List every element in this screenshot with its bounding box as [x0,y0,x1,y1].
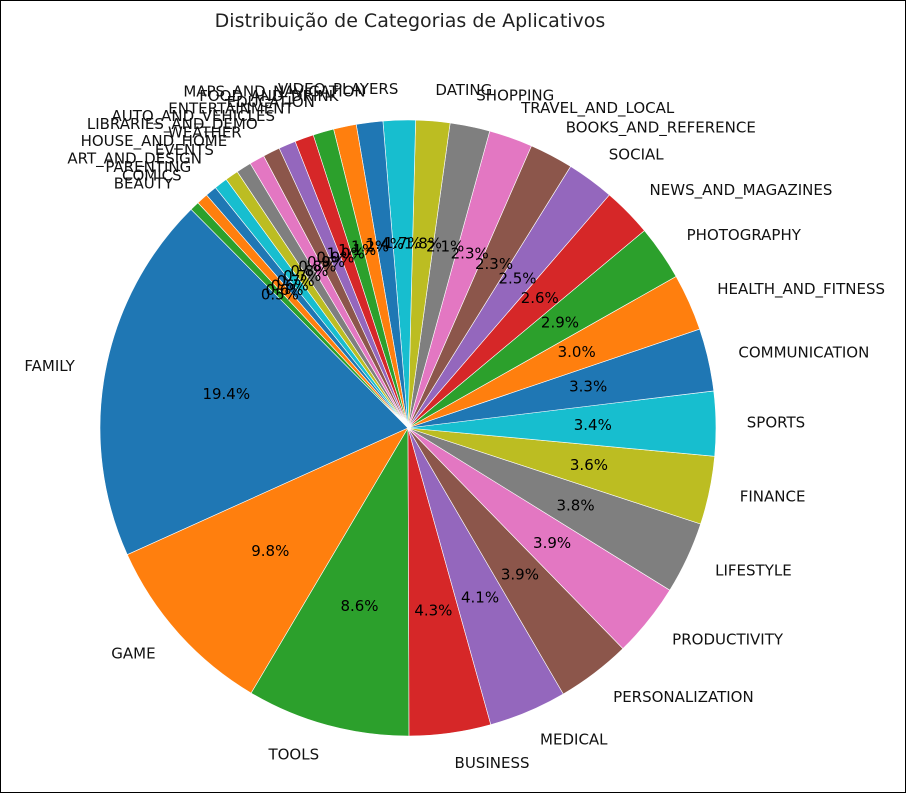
slice-percent-health-and-fitness: 3.0% [558,343,596,361]
pie-category-labels: BEAUTY FAMILY GAME TOOLS BUSINESS MEDICAL PERS… [24,80,885,772]
pie-slice-family [99,208,409,556]
slice-label-personalization: PERSONALIZATION [613,688,754,706]
pie-percent-labels: 0.5%19.4%9.8%8.6% 4.3%4.1%3.9%3.9%3.8%3.6… [202,234,611,620]
slice-percent-photography: 2.9% [541,313,579,331]
slice-percent-education: 1.1% [338,241,376,259]
pie-slice-game [126,427,409,694]
slice-label-house-and-home: HOUSE_AND_HOME [81,132,228,151]
slice-label-finance: FINANCE [740,487,806,505]
slice-label-maps-and-navigation: MAPS_AND_NAVIGATION [183,82,365,101]
slice-label-photography: PHOTOGRAPHY [687,226,802,244]
slice-percent-art-and-design: 0.7% [277,272,315,290]
slice-label-game: GAME [111,644,155,662]
slice-percent-house-and-home: 0.8% [290,262,328,280]
slice-percent-productivity: 3.9% [533,534,571,552]
slice-percent-beauty: 0.5% [261,285,299,303]
slice-percent-parenting: 0.6% [271,276,309,294]
slice-label-shopping: SHOPPING [476,87,554,105]
slice-percent-maps-and-navigation: 1.4% [366,235,404,253]
slice-percent-communication: 3.3% [569,377,607,395]
slice-percent-news-and-magazines: 2.6% [521,289,559,307]
slice-percent-family: 19.4% [202,385,250,403]
slice-label-family: FAMILY [24,357,75,375]
slice-percent-events: 0.7% [283,267,321,285]
slice-label-auto-and-vehicles: AUTO_AND_VEHICLES [111,107,275,126]
slice-label-tools: TOOLS [267,745,319,763]
slice-percent-personalization: 3.9% [501,566,539,584]
chart-title: Distribuição de Categorias de Aplicativo… [214,10,606,32]
slice-label-medical: MEDICAL [540,731,608,749]
slice-label-events: EVENTS [155,141,214,159]
slice-label-business: BUSINESS [455,754,530,772]
slice-label-entertainment: ENTERTAINMENT [168,100,294,118]
slice-label-libraries-and-demo: LIBRARIES_AND_DEMO [87,115,258,134]
pie-wedges [99,119,717,737]
slice-label-art-and-design: ART_AND_DESIGN [67,150,202,169]
slice-percent-video-players: 1.7% [384,234,422,252]
slice-label-parenting: PARENTING [105,158,191,176]
slice-percent-sports: 3.4% [574,416,612,434]
slice-label-food-and-drink: FOOD_AND_DRINK [199,87,339,106]
slice-label-travel-and-local: TRAVEL_AND_LOCAL [520,99,675,118]
slice-label-productivity: PRODUCTIVITY [672,631,784,649]
slice-percent-shopping: 2.1% [426,237,464,255]
slice-label-lifestyle: LIFESTYLE [715,562,792,580]
slice-label-beauty: BEAUTY [114,174,174,192]
slice-label-social: SOCIAL [609,146,664,164]
slice-label-health-and-fitness: HEALTH_AND_FITNESS [717,280,885,299]
slice-percent-comics: 0.6% [265,281,303,299]
pie-slice-comics [197,194,409,429]
slice-percent-travel-and-local: 2.3% [451,244,489,262]
slice-percent-food-and-drink: 1.2% [351,238,389,256]
slice-label-weather: WEATHER [168,123,242,141]
slice-label-video-players: VIDEO_PLAYERS [278,80,398,99]
slice-percent-social: 2.5% [498,270,536,288]
slice-percent-books-and-reference: 2.3% [475,255,513,273]
slice-percent-medical: 4.1% [461,589,499,607]
slice-percent-finance: 3.6% [570,456,608,474]
slice-percent-lifestyle: 3.8% [556,497,594,515]
slice-label-communication: COMMUNICATION [738,343,869,361]
slice-label-books-and-reference: BOOKS_AND_REFERENCE [566,119,756,138]
slice-label-dating: DATING [435,81,492,99]
slice-label-comics: COMICS [122,166,182,184]
slice-percent-entertainment: 1.0% [327,245,365,263]
slice-label-education: EDUCATION [227,93,315,111]
slice-percent-dating: 1.8% [404,234,442,252]
slice-percent-auto-and-vehicles: 0.9% [316,249,354,267]
slice-percent-tools: 8.6% [340,597,378,615]
slice-percent-game: 9.8% [251,542,289,560]
slice-percent-business: 4.3% [414,602,452,620]
pie-slice-tools [250,426,410,737]
slice-percent-libraries-and-demo: 0.9% [307,253,345,271]
slice-label-news-and-magazines: NEWS_AND_MAGAZINES [650,181,833,200]
slice-percent-weather: 0.8% [298,257,336,275]
slice-label-sports: SPORTS [747,414,805,432]
